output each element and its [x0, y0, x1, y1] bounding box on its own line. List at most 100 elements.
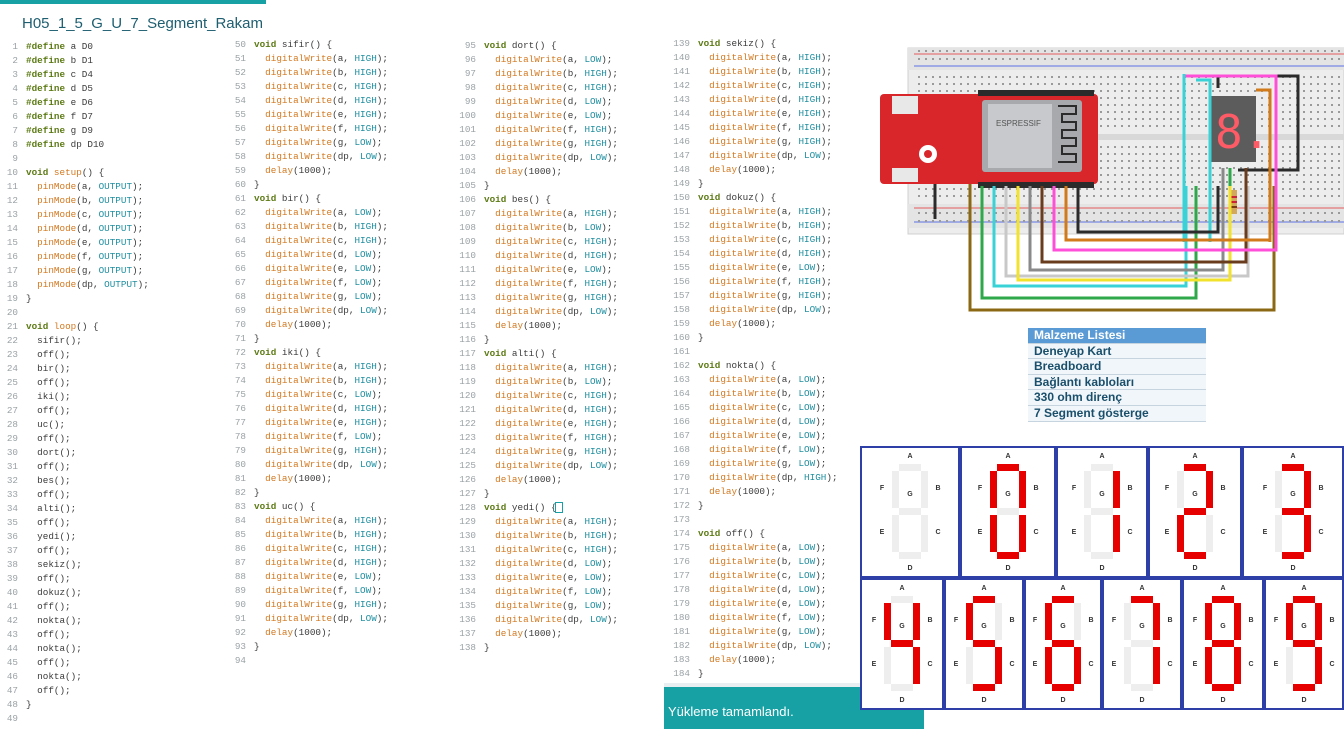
code-line[interactable]: 4 #define d D5	[0, 82, 149, 96]
code-line[interactable]: 107 digitalWrite(a, HIGH);	[450, 207, 618, 221]
code-line[interactable]: 149}	[664, 177, 838, 191]
code-line[interactable]: 131 digitalWrite(c, HIGH);	[450, 543, 618, 557]
code-line[interactable]: 88 digitalWrite(e, LOW);	[220, 570, 388, 584]
code-line[interactable]: 180 digitalWrite(f, LOW);	[664, 611, 838, 625]
code-line[interactable]: 176 digitalWrite(b, LOW);	[664, 555, 838, 569]
code-line[interactable]: 44 nokta();	[0, 642, 149, 656]
code-line[interactable]: 12 pinMode(b, OUTPUT);	[0, 194, 149, 208]
code-line[interactable]: 37 off();	[0, 544, 149, 558]
code-line[interactable]: 45 off();	[0, 656, 149, 670]
code-line[interactable]: 22 sifir();	[0, 334, 149, 348]
code-line[interactable]: 90 digitalWrite(g, HIGH);	[220, 598, 388, 612]
code-line[interactable]: 28 uc();	[0, 418, 149, 432]
code-line[interactable]: 109 digitalWrite(c, HIGH);	[450, 235, 618, 249]
code-line[interactable]: 178 digitalWrite(d, LOW);	[664, 583, 838, 597]
code-line[interactable]: 157 digitalWrite(g, HIGH);	[664, 289, 838, 303]
code-column-2[interactable]: 50 void sifir() {51 digitalWrite(a, HIGH)…	[220, 38, 388, 668]
code-line[interactable]: 175 digitalWrite(a, LOW);	[664, 541, 838, 555]
code-line[interactable]: 143 digitalWrite(d, HIGH);	[664, 93, 838, 107]
code-line[interactable]: 78 digitalWrite(f, LOW);	[220, 430, 388, 444]
code-line[interactable]: 23 off();	[0, 348, 149, 362]
code-line[interactable]: 61 void bir() {	[220, 192, 388, 206]
code-line[interactable]: 80 digitalWrite(dp, LOW);	[220, 458, 388, 472]
code-line[interactable]: 146 digitalWrite(g, HIGH);	[664, 135, 838, 149]
code-line[interactable]: 19}	[0, 292, 149, 306]
code-line[interactable]: 123 digitalWrite(f, HIGH);	[450, 431, 618, 445]
code-line[interactable]: 5 #define e D6	[0, 96, 149, 110]
code-line[interactable]: 184}	[664, 667, 838, 681]
code-line[interactable]: 145 digitalWrite(f, HIGH);	[664, 121, 838, 135]
code-line[interactable]: 137 delay(1000);	[450, 627, 618, 641]
code-line[interactable]: 60}	[220, 178, 388, 192]
code-line[interactable]: 73 digitalWrite(a, HIGH);	[220, 360, 388, 374]
code-line[interactable]: 68 digitalWrite(g, LOW);	[220, 290, 388, 304]
code-line[interactable]: 70 delay(1000);	[220, 318, 388, 332]
code-line[interactable]: 130 digitalWrite(b, HIGH);	[450, 529, 618, 543]
code-line[interactable]: 97 digitalWrite(b, HIGH);	[450, 67, 618, 81]
code-line[interactable]: 69 digitalWrite(dp, LOW);	[220, 304, 388, 318]
code-line[interactable]: 41 off();	[0, 600, 149, 614]
code-line[interactable]: 139 void sekiz() {	[664, 37, 838, 51]
code-line[interactable]: 142 digitalWrite(c, HIGH);	[664, 79, 838, 93]
code-line[interactable]: 171 delay(1000);	[664, 485, 838, 499]
code-line[interactable]: 100 digitalWrite(e, LOW);	[450, 109, 618, 123]
code-line[interactable]: 42 nokta();	[0, 614, 149, 628]
code-line[interactable]: 74 digitalWrite(b, HIGH);	[220, 374, 388, 388]
code-line[interactable]: 151 digitalWrite(a, HIGH);	[664, 205, 838, 219]
code-line[interactable]: 163 digitalWrite(a, LOW);	[664, 373, 838, 387]
code-column-3[interactable]: 95 void dort() {96 digitalWrite(a, LOW); 9…	[450, 39, 618, 655]
code-line[interactable]: 38 sekiz();	[0, 558, 149, 572]
code-line[interactable]: 141 digitalWrite(b, HIGH);	[664, 65, 838, 79]
code-line[interactable]: 92 delay(1000);	[220, 626, 388, 640]
code-line[interactable]: 43 off();	[0, 628, 149, 642]
code-line[interactable]: 20	[0, 306, 149, 320]
code-line[interactable]: 129 digitalWrite(a, HIGH);	[450, 515, 618, 529]
code-line[interactable]: 148 delay(1000);	[664, 163, 838, 177]
code-line[interactable]: 34 alti();	[0, 502, 149, 516]
code-line[interactable]: 99 digitalWrite(d, LOW);	[450, 95, 618, 109]
code-line[interactable]: 32 bes();	[0, 474, 149, 488]
code-line[interactable]: 46 nokta();	[0, 670, 149, 684]
code-line[interactable]: 106 void bes() {	[450, 193, 618, 207]
code-line[interactable]: 159 delay(1000);	[664, 317, 838, 331]
code-line[interactable]: 160}	[664, 331, 838, 345]
code-line[interactable]: 85 digitalWrite(b, HIGH);	[220, 528, 388, 542]
code-line[interactable]: 122 digitalWrite(e, HIGH);	[450, 417, 618, 431]
code-line[interactable]: 56 digitalWrite(f, HIGH);	[220, 122, 388, 136]
code-line[interactable]: 16 pinMode(f, OUTPUT);	[0, 250, 149, 264]
code-line[interactable]: 55 digitalWrite(e, HIGH);	[220, 108, 388, 122]
code-line[interactable]: 1 #define a D0	[0, 40, 149, 54]
code-line[interactable]: 8 #define dp D10	[0, 138, 149, 152]
code-line[interactable]: 94	[220, 654, 388, 668]
code-line[interactable]: 161	[664, 345, 838, 359]
code-line[interactable]: 14 pinMode(d, OUTPUT);	[0, 222, 149, 236]
code-line[interactable]: 126 delay(1000);	[450, 473, 618, 487]
code-line[interactable]: 103 digitalWrite(dp, LOW);	[450, 151, 618, 165]
code-line[interactable]: 127}	[450, 487, 618, 501]
code-line[interactable]: 179 digitalWrite(e, LOW);	[664, 597, 838, 611]
code-line[interactable]: 133 digitalWrite(e, LOW);	[450, 571, 618, 585]
code-line[interactable]: 113 digitalWrite(g, HIGH);	[450, 291, 618, 305]
code-line[interactable]: 81 delay(1000);	[220, 472, 388, 486]
code-line[interactable]: 168 digitalWrite(f, LOW);	[664, 443, 838, 457]
code-line[interactable]: 72 void iki() {	[220, 346, 388, 360]
code-line[interactable]: 111 digitalWrite(e, LOW);	[450, 263, 618, 277]
code-line[interactable]: 112 digitalWrite(f, HIGH);	[450, 277, 618, 291]
code-line[interactable]: 169 digitalWrite(g, LOW);	[664, 457, 838, 471]
code-line[interactable]: 82}	[220, 486, 388, 500]
code-line[interactable]: 124 digitalWrite(g, HIGH);	[450, 445, 618, 459]
code-line[interactable]: 134 digitalWrite(f, LOW);	[450, 585, 618, 599]
code-line[interactable]: 144 digitalWrite(e, HIGH);	[664, 107, 838, 121]
code-line[interactable]: 71}	[220, 332, 388, 346]
code-line[interactable]: 91 digitalWrite(dp, LOW);	[220, 612, 388, 626]
code-line[interactable]: 96 digitalWrite(a, LOW);	[450, 53, 618, 67]
code-line[interactable]: 138}	[450, 641, 618, 655]
code-column-4[interactable]: 139 void sekiz() {140 digitalWrite(a, HIG…	[664, 37, 838, 681]
code-line[interactable]: 166 digitalWrite(d, LOW);	[664, 415, 838, 429]
code-line[interactable]: 87 digitalWrite(d, HIGH);	[220, 556, 388, 570]
code-line[interactable]: 117 void alti() {	[450, 347, 618, 361]
code-line[interactable]: 93}	[220, 640, 388, 654]
code-column-1[interactable]: 1 #define a D0 2 #define b D1 3 #define c D4 4…	[0, 40, 149, 726]
code-line[interactable]: 167 digitalWrite(e, LOW);	[664, 429, 838, 443]
code-line[interactable]: 52 digitalWrite(b, HIGH);	[220, 66, 388, 80]
